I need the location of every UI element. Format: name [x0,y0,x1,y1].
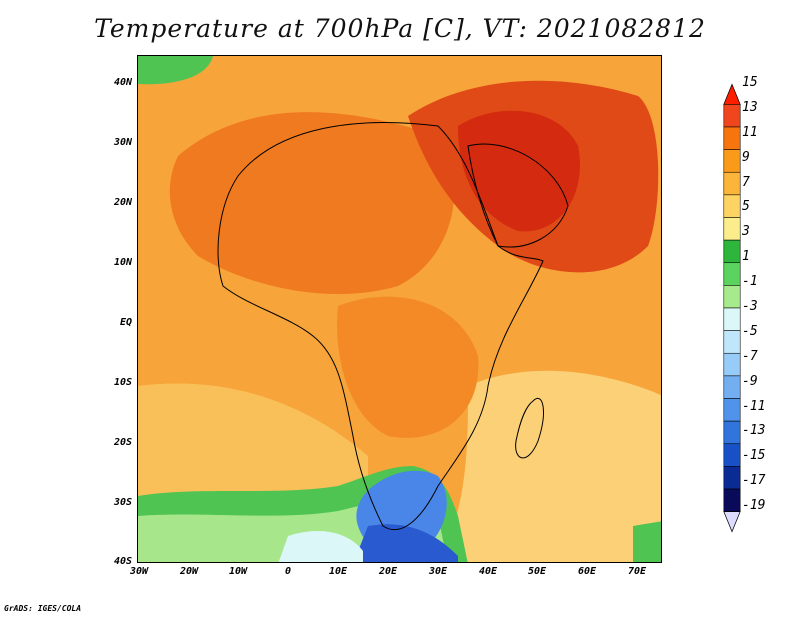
colorbar-label: 1 [742,249,750,265]
colorbar-swatch [723,398,741,422]
colorbar-swatch [723,488,741,512]
arabia-outline [467,143,569,248]
lat-label-30n: 30N [113,137,132,148]
colorbar-label: -9 [742,373,758,389]
colorbar-label: -13 [742,423,766,439]
colorbar-swatch [723,466,741,490]
colorbar [723,83,741,533]
colorbar-label: 13 [742,99,758,115]
lat-label-40s: 40S [113,556,132,567]
lon-label-70e: 70E [627,566,647,577]
colorbar-label: -7 [742,348,758,364]
lat-label-20n: 20N [113,197,132,208]
colorbar-bottom-arrow [723,511,741,533]
field-sahara [169,112,455,295]
colorbar-swatch [723,126,741,150]
lon-label-10w: 10W [228,566,248,577]
colorbar-label: 3 [742,224,750,240]
colorbar-label: 15 [742,75,758,90]
lat-label-40n: 40N [113,77,132,88]
field-central-africa [337,296,479,438]
colorbar-swatch [723,307,741,331]
lon-label-20e: 20E [378,566,398,577]
lon-label-20w: 20W [179,566,199,577]
temperature-map [137,55,662,563]
colorbar-label: -11 [742,398,766,414]
colorbar-label: 9 [742,149,750,165]
lon-label-40e: 40E [478,566,498,577]
field-indian-ocean [438,370,661,562]
map-canvas [138,56,661,562]
lon-label-10e: 10E [328,566,348,577]
madagascar-outline [515,398,544,459]
lon-label-30e: 30E [428,566,448,577]
lat-label-20s: 20S [113,437,132,448]
colorbar-label: -5 [742,323,758,339]
colorbar-label: 5 [742,199,750,215]
colorbar-label: -3 [742,299,758,314]
colorbar-swatch [723,262,741,286]
colorbar-swatch [723,352,741,377]
lon-label-60e: 60E [577,566,597,577]
colorbar-label: 11 [742,124,758,140]
field-south-africa-coldest [353,524,458,562]
colorbar-label: -17 [742,473,766,489]
colorbar-swatch [723,239,741,264]
lat-label-eq: EQ [119,317,132,328]
field-pale-cold [278,531,363,562]
colorbar-label: -1 [742,274,758,290]
colorbar-swatch [723,149,741,173]
colorbar-top-arrow [723,83,741,105]
africa-coastline [217,122,544,531]
colorbar-label: -15 [742,448,766,464]
colorbar-label: -19 [742,498,766,514]
colorbar-swatch [723,171,741,196]
colorbar-swatch [723,285,741,309]
field-north-atlantic-green [138,56,213,85]
colorbar-swatch [723,443,741,467]
credit-text: GrADS: IGES/COLA [4,604,82,613]
lat-label-10s: 10S [113,377,132,388]
colorbar-swatch [723,104,741,128]
lat-label-10n: 10N [113,257,132,268]
lon-label-50e: 50E [527,566,547,577]
chart-title: Temperature at 700hPa [C], VT: 202108281… [94,14,706,43]
colorbar-swatch [723,375,741,399]
colorbar-label: 7 [742,174,750,190]
field-southeast-green [633,521,661,562]
lat-label-30s: 30S [113,497,132,508]
colorbar-swatch [723,194,741,218]
colorbar-swatch [723,330,741,354]
lon-label-30w: 30W [129,566,149,577]
lon-label-0: 0 [284,566,292,577]
colorbar-swatch [723,217,741,241]
colorbar-swatch [723,420,741,445]
field-arabia-core [458,110,580,232]
